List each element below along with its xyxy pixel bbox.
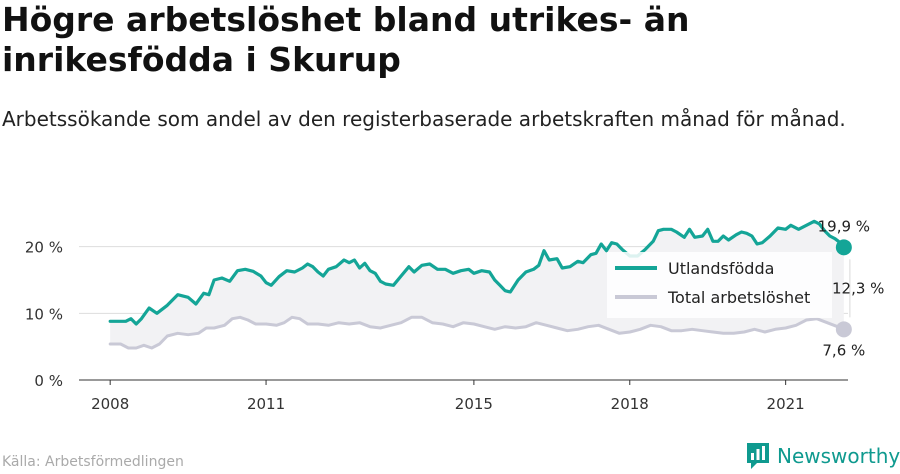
end-point-utlandsfodda	[835, 239, 852, 256]
source-note: Källa: Arbetsförmedlingen	[2, 454, 184, 470]
x-tick-label: 2015	[455, 395, 493, 413]
end-labels: 19,9 % 7,6 % 12,3 %	[818, 217, 885, 359]
x-tick-label: 2011	[247, 395, 285, 413]
chart-title: Högre arbetslöshet bland utrikes- än inr…	[2, 0, 690, 79]
x-tick-label: 2008	[91, 395, 129, 413]
axes: 0 % 10 % 20 % 2008 2011 2015 2018 2021	[25, 239, 848, 413]
brand-logo: Newsworthy	[745, 441, 900, 471]
gap-label: 12,3 %	[832, 279, 884, 297]
y-tick-label: 10 %	[25, 305, 63, 323]
legend-box	[607, 252, 832, 318]
legend-label: Utlandsfödda	[668, 259, 774, 278]
y-tick-label: 20 %	[25, 239, 63, 257]
newsworthy-icon	[747, 443, 769, 469]
chart-subtitle: Arbetssökande som andel av den registerb…	[2, 107, 846, 131]
end-label-total: 7,6 %	[822, 341, 865, 359]
series-lines	[108, 219, 846, 350]
end-label-utlandsfodda: 19,9 %	[818, 217, 870, 235]
legend-label: Total arbetslöshet	[667, 288, 810, 307]
chart-legend: Utlandsfödda Total arbetslöshet	[607, 252, 832, 318]
brand-name: Newsworthy	[777, 444, 900, 468]
series-line-total	[108, 315, 846, 350]
x-tick-label: 2021	[767, 395, 805, 413]
x-tick-label: 2018	[611, 395, 649, 413]
series-line-utlandsfodda	[108, 219, 846, 326]
y-tick-label: 0 %	[34, 372, 63, 390]
end-point-total	[835, 321, 852, 338]
